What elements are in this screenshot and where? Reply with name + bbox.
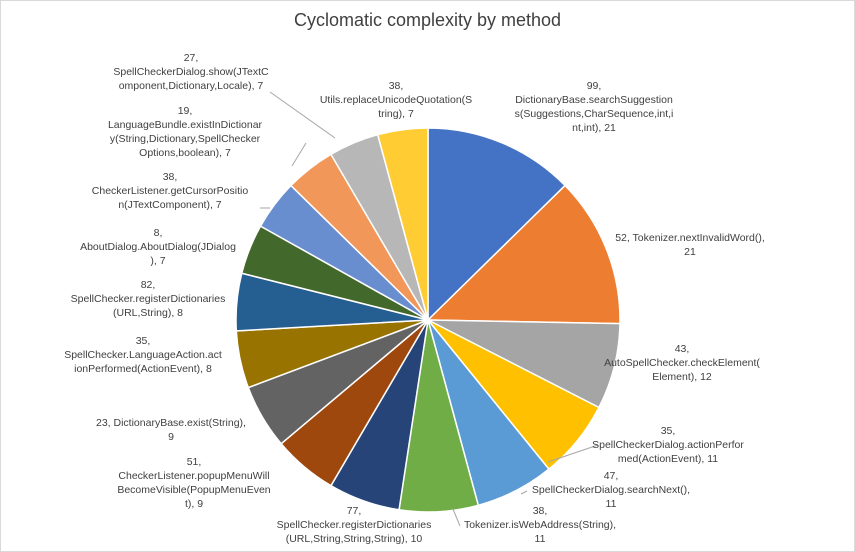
data-label: 27, SpellCheckerDialog.show(JTextC omponen…	[113, 52, 269, 92]
data-label: 8, AboutDialog.AboutDialog(JDialog), 7	[80, 227, 236, 267]
leader-line	[520, 490, 528, 495]
leader-line	[291, 142, 307, 167]
data-label: 99, DictionaryBase.searchSuggestion s(Sugg…	[515, 80, 674, 134]
pie-slice	[376, 127, 429, 321]
data-label: 38, Tokenizer.isWebAddress(String), 11	[464, 505, 616, 545]
leader-line	[547, 444, 599, 463]
data-label: 19, LanguageBundle.existInDictionar y(Stri…	[108, 105, 263, 159]
data-label: 82, SpellChecker.registerDictionaries (URL…	[71, 279, 226, 319]
data-label: 38, Utils.replaceUnicodeQuotation(S tring)…	[320, 80, 472, 120]
leader-line	[269, 91, 336, 139]
data-label: 47, SpellCheckerDialog.searchNext(), 11	[532, 470, 690, 510]
data-label: 43, AutoSpellChecker.checkElement(Element…	[604, 343, 760, 383]
data-label: 35, SpellCheckerDialog.actionPerfor med(Ac…	[592, 425, 744, 465]
data-label: 38, CheckerListener.getCursorPositio n(JTe…	[92, 171, 249, 211]
pie-slice	[427, 127, 567, 322]
data-label: 77, SpellChecker.registerDictionaries (URL…	[277, 505, 432, 545]
data-label: 35, SpellChecker.LanguageAction.act ionPer…	[64, 335, 222, 375]
pie-slice	[426, 184, 621, 325]
chart-title: Cyclomatic complexity by method	[293, 10, 562, 30]
data-label: 51, CheckerListener.popupMenuWill BecomeVi…	[117, 456, 270, 510]
data-label: 52, Tokenizer.nextInvalidWord(), 21	[615, 232, 765, 258]
data-label: 23, DictionaryBase.exist(String), 9	[96, 417, 246, 443]
leader-line	[452, 508, 461, 527]
